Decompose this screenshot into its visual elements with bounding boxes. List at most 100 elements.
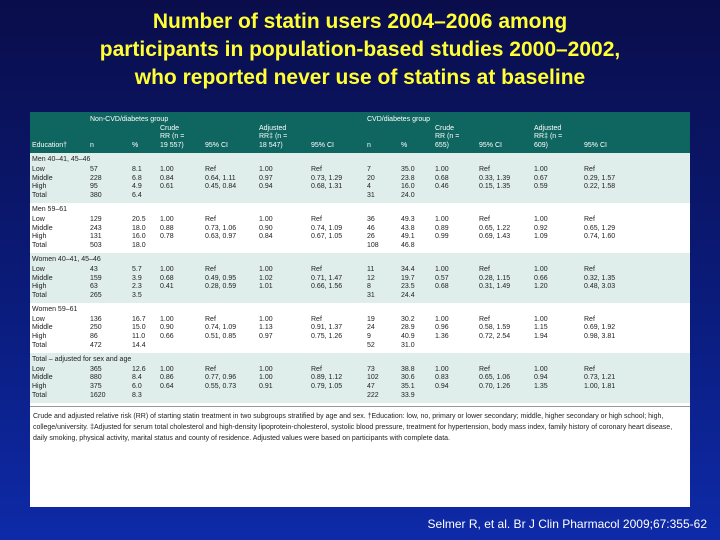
table-cell: 0.68, 1.31: [309, 183, 365, 192]
group-header-row: Women 40–41, 45–46: [30, 253, 690, 266]
table-row: Total 380 6.4 31 24.0: [30, 191, 690, 201]
group-label: Men 59–61: [30, 203, 690, 216]
table-cell: [257, 391, 309, 401]
table-cell: 16.7: [130, 315, 158, 325]
table-cell: Ref: [477, 365, 532, 375]
table-cell: 0.31, 1.49: [477, 283, 532, 292]
table-cell: Ref: [582, 365, 690, 375]
header-adjusted: Adjusted: [257, 124, 309, 134]
table-row: High 95 4.9 0.61 0.45, 0.84 0.94 0.68, 1.31 4 16…: [30, 183, 690, 192]
table-row: Middle 250 15.0 0.90 0.74, 1.09 1.13 0.91, 1.3…: [30, 324, 690, 334]
table-cell: 0.28, 1.15: [477, 274, 532, 284]
table-cell: 0.65, 1.06: [477, 374, 532, 384]
table-cell: [433, 391, 477, 401]
table-cell: [203, 291, 257, 301]
table-row: Middle 880 8.4 0.86 0.77, 0.96 1.00 0.89, 1.12…: [30, 374, 690, 384]
table-cell: 6.4: [130, 191, 158, 201]
table-cell: 11.0: [130, 333, 158, 342]
header-ci: 95% CI: [203, 141, 257, 154]
table-cell: 129: [88, 215, 130, 225]
table-cell: Middle: [30, 324, 88, 334]
table-cell: 1.00: [433, 365, 477, 375]
table-cell: 5.7: [130, 265, 158, 275]
table-cell: 1.00: [433, 315, 477, 325]
table-cell: 8.4: [130, 374, 158, 384]
table-cell: 0.63, 0.97: [203, 233, 257, 242]
table-cell: 36: [365, 215, 399, 225]
table-cell: 0.74, 1.09: [203, 324, 257, 334]
header-adjusted-rr: RR‡ (n =: [257, 133, 309, 142]
table-cell: 0.49, 0.95: [203, 274, 257, 284]
group-spacer: [30, 200, 690, 204]
table-cell: 0.68: [158, 274, 203, 284]
table-cell: 0.92: [532, 224, 582, 234]
group-header-row: Men 40–41, 45–46: [30, 153, 690, 166]
header-percent: %: [130, 141, 158, 154]
table-cell: 46.8: [399, 241, 433, 251]
table-cell: 43: [88, 265, 130, 275]
table-cell: [532, 391, 582, 401]
spacer-cell: [30, 350, 690, 354]
table-cell: 24: [365, 324, 399, 334]
header-n: n: [365, 141, 399, 154]
table-row: Middle 228 6.8 0.84 0.64, 1.11 0.97 0.73, 1.29…: [30, 174, 690, 184]
header-crude-n: 655): [433, 141, 477, 154]
table-cell: 0.90: [257, 224, 309, 234]
table-cell: 24.0: [399, 191, 433, 201]
table-cell: 0.84: [257, 233, 309, 242]
header-percent: %: [399, 141, 433, 154]
table-cell: 1.00: [257, 265, 309, 275]
header-crude-n: 19 557): [158, 141, 203, 154]
table-body: Men 40–41, 45–46 Low 57 8.1 1.00 Ref 1.00 Ref 7 3…: [30, 153, 690, 404]
table-cell: 4: [365, 183, 399, 192]
table-cell: 0.94: [532, 374, 582, 384]
table-cell: 0.64, 1.11: [203, 174, 257, 184]
table-cell: Ref: [477, 215, 532, 225]
table-cell: 0.69, 1.43: [477, 233, 532, 242]
header-n: n: [88, 141, 130, 154]
table-cell: 1.20: [532, 283, 582, 292]
table-cell: 0.89, 1.12: [309, 374, 365, 384]
table-cell: 0.51, 0.85: [203, 333, 257, 342]
table-cell: 0.88: [158, 224, 203, 234]
table-cell: [158, 341, 203, 351]
table-cell: Ref: [477, 165, 532, 175]
table-cell: 12: [365, 274, 399, 284]
table-cell: 108: [365, 241, 399, 251]
table-cell: [433, 341, 477, 351]
table-cell: 49.1: [399, 233, 433, 242]
table-cell: 0.86: [158, 374, 203, 384]
table-cell: 0.66, 1.56: [309, 283, 365, 292]
table-cell: 6.8: [130, 174, 158, 184]
table-cell: 0.97: [257, 174, 309, 184]
table-cell: 0.66: [532, 274, 582, 284]
table-cell: 16.0: [130, 233, 158, 242]
table-cell: [532, 291, 582, 301]
table-cell: [477, 341, 532, 351]
table-cell: [477, 241, 532, 251]
table-cell: 0.33, 1.39: [477, 174, 532, 184]
table-row: High 63 2.3 0.41 0.28, 0.59 1.01 0.66, 1.56 8 23…: [30, 283, 690, 292]
header-ci: 95% CI: [309, 141, 365, 154]
table-cell: [309, 291, 365, 301]
slide-title: Number of statin users 2004–2006 among p…: [0, 8, 720, 92]
table-cell: 95: [88, 183, 130, 192]
table-cell: [309, 241, 365, 251]
table-cell: 1.00: [532, 165, 582, 175]
table-cell: [203, 341, 257, 351]
title-line-1: Number of statin users 2004–2006 among: [152, 10, 568, 33]
table-cell: 1.00: [257, 365, 309, 375]
table-cell: 0.45, 0.84: [203, 183, 257, 192]
table-cell: 57: [88, 165, 130, 175]
table-cell: 28.9: [399, 324, 433, 334]
table-cell: 0.99: [433, 233, 477, 242]
table-cell: [477, 291, 532, 301]
table-cell: Ref: [309, 215, 365, 225]
table-cell: Ref: [309, 315, 365, 325]
table-cell: [309, 341, 365, 351]
table-cell: 0.64: [158, 383, 203, 392]
table-cell: 1.00: [433, 265, 477, 275]
table-cell: 1.00: [532, 215, 582, 225]
title-line-2: participants in population-based studies…: [99, 38, 621, 61]
table-cell: Low: [30, 315, 88, 325]
